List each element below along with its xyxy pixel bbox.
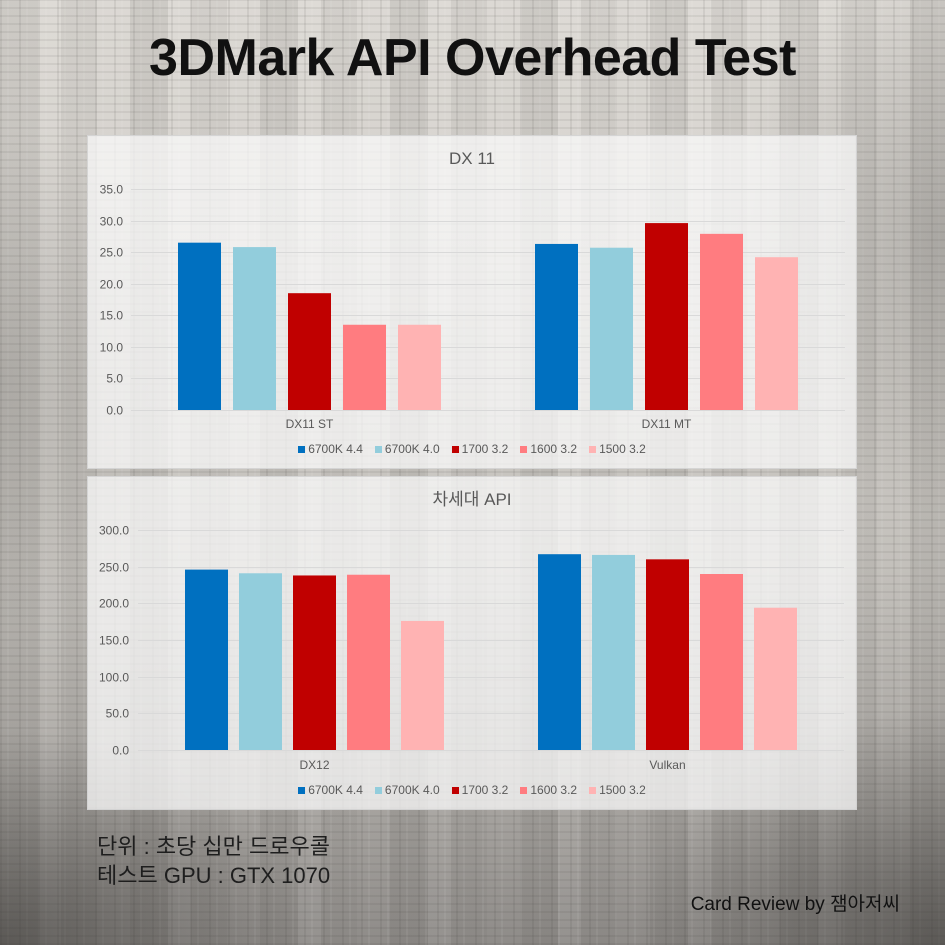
legend-item: 1500 3.2 [589, 442, 646, 456]
y-tick-label: 35.0 [100, 183, 124, 197]
legend-item: 1600 3.2 [520, 442, 577, 456]
bar-dx11-mt-1500-3-2 [755, 257, 798, 410]
legend-swatch [589, 786, 597, 794]
y-tick-label: 20.0 [100, 278, 124, 292]
legend-item: 6700K 4.4 [298, 442, 363, 456]
bar-dx11-st-6700k-4-0 [233, 247, 276, 410]
legend-item: 1500 3.2 [589, 783, 646, 797]
legend-swatch [520, 445, 528, 453]
bar-dx11-st-6700k-4-4 [178, 242, 221, 410]
chart-panel-next-gen-api: 0.0 50.0 100.0 150.0 200.0 250.0 300.0 DX12 Vulk… [87, 476, 857, 810]
bar-vulkan-6700k-4-4 [538, 554, 581, 750]
chart-title: 차세대 API [432, 490, 512, 509]
bar-dx12-1600-3-2 [347, 574, 390, 750]
legend-label: 1700 3.2 [461, 442, 509, 456]
bar-dx11-st-1700-3-2 [288, 293, 331, 410]
legend-swatch [374, 786, 382, 794]
bar-dx11-mt-1600-3-2 [700, 233, 743, 410]
bar-dx11-st-1600-3-2 [343, 324, 386, 410]
legend-label: 1600 3.2 [530, 783, 578, 797]
y-tick-label: 30.0 [100, 215, 124, 229]
legend-label: 6700K 4.4 [308, 442, 363, 456]
legend-label: 1500 3.2 [599, 783, 646, 797]
x-category-label: DX11 ST [286, 417, 334, 431]
unit-note: 단위 : 초당 십만 드로우콜 [97, 834, 330, 859]
bar-vulkan-1700-3-2 [646, 559, 689, 750]
chart-panel-dx11: 0.0 5.0 10.0 15.0 20.0 25.0 30.0 35.0 DX11 ST DX1… [87, 135, 857, 469]
legend-label: 1700 3.2 [461, 783, 509, 797]
y-tick-label: 200.0 [99, 597, 129, 611]
bar-dx11-mt-6700k-4-0 [590, 247, 633, 410]
y-tick-label: 300.0 [99, 524, 129, 538]
y-tick-label: 25.0 [100, 246, 124, 260]
legend-label: 1500 3.2 [599, 442, 646, 456]
legend-swatch [520, 786, 528, 794]
legend-item: 1700 3.2 [451, 442, 509, 456]
y-tick-label: 15.0 [100, 309, 124, 323]
next-gen-api-bar-chart: 0.0 50.0 100.0 150.0 200.0 250.0 300.0 DX12 Vulk… [99, 524, 844, 772]
legend-label: 6700K 4.0 [384, 783, 440, 797]
y-tick-label: 50.0 [106, 707, 130, 721]
test-gpu-note: 테스트 GPU : GTX 1070 [97, 863, 331, 888]
x-category-label: Vulkan [649, 758, 685, 772]
bar-vulkan-6700k-4-0 [592, 554, 635, 750]
legend-swatch [298, 445, 306, 453]
bar-dx11-st-1500-3-2 [398, 324, 441, 410]
credit-line: Card Review by 잼아저씨 [690, 894, 900, 915]
legend-item: 1600 3.2 [520, 783, 577, 797]
legend-label: 6700K 4.0 [384, 442, 440, 456]
legend-item: 1700 3.2 [451, 783, 509, 797]
chart-legend: 6700K 4.4 6700K 4.0 1700 3.2 1600 3.2 1500 3… [88, 783, 856, 797]
x-category-label: DX12 [299, 758, 329, 772]
bar-dx12-6700k-4-0 [239, 573, 282, 750]
bar-dx11-mt-6700k-4-4 [535, 243, 578, 410]
page-title: 3DMark API Overhead Test [149, 29, 796, 87]
legend-item: 6700K 4.0 [374, 442, 440, 456]
legend-swatch [451, 786, 459, 794]
legend-label: 6700K 4.4 [308, 783, 363, 797]
legend-item: 6700K 4.0 [374, 783, 440, 797]
legend-swatch [589, 445, 597, 453]
bar-dx12-1700-3-2 [293, 575, 336, 750]
chart-title: DX 11 [449, 149, 495, 168]
footnotes: 단위 : 초당 십만 드로우콜 테스트 GPU : GTX 1070 [97, 832, 330, 890]
bar-dx12-6700k-4-4 [185, 569, 228, 750]
y-tick-label: 5.0 [106, 372, 123, 386]
legend-swatch [451, 445, 459, 453]
y-tick-label: 10.0 [100, 341, 124, 355]
dx11-bar-chart: 0.0 5.0 10.0 15.0 20.0 25.0 30.0 35.0 DX11 ST DX1… [100, 183, 845, 431]
legend-item: 6700K 4.4 [298, 783, 363, 797]
legend-label: 1600 3.2 [530, 442, 578, 456]
y-tick-label: 0.0 [112, 744, 129, 758]
bar-vulkan-1600-3-2 [700, 574, 743, 750]
bar-vulkan-1500-3-2 [754, 607, 797, 750]
y-tick-label: 0.0 [106, 404, 123, 418]
y-tick-label: 150.0 [99, 634, 129, 648]
bar-dx12-1500-3-2 [401, 620, 444, 750]
y-tick-label: 100.0 [99, 671, 129, 685]
legend-swatch [374, 445, 382, 453]
x-category-label: DX11 MT [642, 417, 692, 431]
chart-legend: 6700K 4.4 6700K 4.0 1700 3.2 1600 3.2 1500 3… [88, 442, 856, 456]
legend-swatch [298, 786, 306, 794]
y-tick-label: 250.0 [99, 561, 129, 575]
bar-dx11-mt-1700-3-2 [645, 223, 688, 410]
